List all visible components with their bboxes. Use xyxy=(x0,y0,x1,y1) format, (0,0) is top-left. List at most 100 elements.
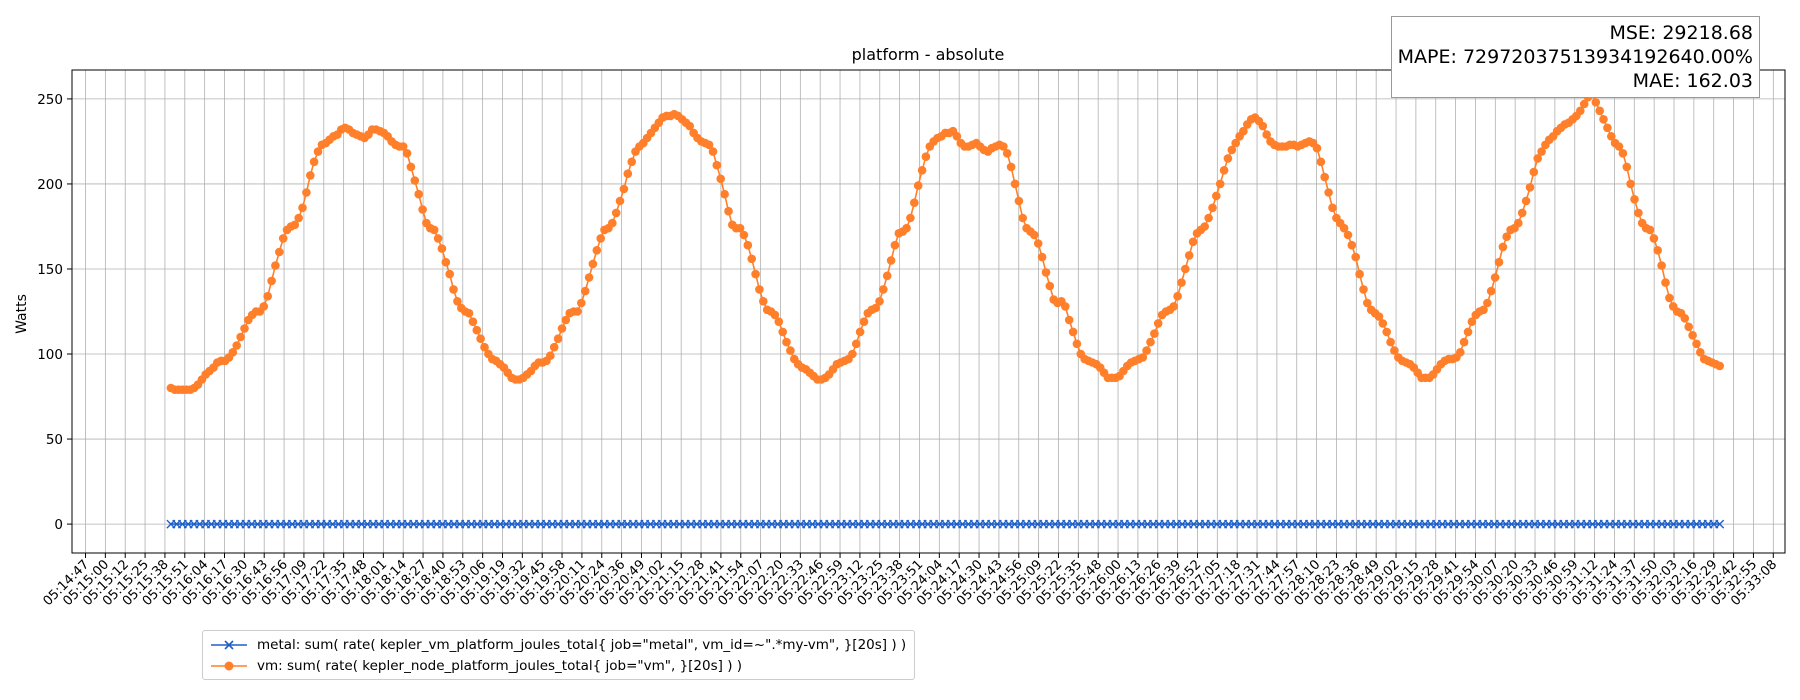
data-point xyxy=(1037,252,1047,262)
mae-text: MAE: 162.03 xyxy=(1632,70,1753,92)
data-point xyxy=(1494,257,1504,267)
data-point xyxy=(1467,317,1477,327)
data-point xyxy=(1215,179,1225,189)
data-point xyxy=(1184,251,1194,260)
data-point xyxy=(1363,298,1372,308)
data-point xyxy=(1045,281,1055,291)
data-point xyxy=(747,254,756,264)
data-point xyxy=(588,259,598,269)
data-point xyxy=(1645,225,1655,235)
data-point xyxy=(306,171,315,180)
data-point xyxy=(1684,322,1693,332)
data-point xyxy=(786,346,795,355)
y-tick-label: 150 xyxy=(37,262,63,278)
data-point xyxy=(1324,188,1333,197)
data-point xyxy=(429,225,439,235)
x-tick-labels: 05:14:4705:15:0005:15:1205:15:2505:15:38… xyxy=(40,553,1780,609)
data-point xyxy=(1486,286,1496,296)
series-layer xyxy=(166,89,1725,529)
data-point xyxy=(1312,143,1322,153)
data-point xyxy=(1068,327,1078,337)
data-point xyxy=(1498,242,1508,252)
axes xyxy=(71,69,1786,554)
plot-frame xyxy=(71,69,1786,554)
data-point xyxy=(549,342,559,352)
data-point xyxy=(1316,157,1326,167)
mape-text: MAPE: 72972037513934192640.00% xyxy=(1397,46,1753,68)
data-point xyxy=(1529,167,1539,177)
data-point xyxy=(871,303,880,313)
data-point xyxy=(464,308,474,318)
data-point xyxy=(743,240,753,250)
data-point xyxy=(1002,149,1012,158)
data-point xyxy=(1692,339,1701,349)
y-axis-label: Watts xyxy=(14,294,30,334)
data-point xyxy=(952,132,962,141)
data-point xyxy=(1463,327,1473,337)
data-point xyxy=(1607,132,1616,141)
legend-swatch-metal xyxy=(211,639,247,650)
data-point xyxy=(1378,319,1388,328)
data-point xyxy=(1231,138,1240,148)
data-point xyxy=(1041,268,1051,277)
series-1 xyxy=(166,89,1724,395)
legend-label-metal: metal: sum( rate( kepler_vm_platform_jou… xyxy=(257,636,907,653)
data-point xyxy=(1715,519,1725,529)
data-point xyxy=(1339,223,1349,233)
data-point xyxy=(240,324,249,333)
data-point xyxy=(1490,273,1500,282)
data-point xyxy=(774,317,784,327)
data-point xyxy=(778,327,787,337)
data-point xyxy=(410,176,420,185)
data-point xyxy=(1649,234,1659,243)
data-point xyxy=(398,142,408,151)
data-point xyxy=(1359,285,1368,294)
data-point xyxy=(1525,183,1535,192)
data-point xyxy=(859,317,869,327)
data-point xyxy=(1390,346,1399,355)
data-point xyxy=(546,351,555,361)
data-point xyxy=(1014,196,1024,206)
data-point xyxy=(433,234,443,243)
data-point xyxy=(1072,339,1082,349)
data-point xyxy=(913,181,923,190)
data-point xyxy=(1657,261,1666,270)
data-point xyxy=(627,157,636,167)
y-tick-labels: 0 50 100 150 200 250 xyxy=(37,92,72,533)
data-point xyxy=(1715,361,1724,371)
data-point xyxy=(755,285,764,294)
data-point xyxy=(720,189,729,199)
data-point xyxy=(1374,312,1384,321)
data-point xyxy=(453,297,462,306)
data-point xyxy=(1595,106,1604,116)
data-point xyxy=(906,213,915,223)
data-point xyxy=(608,218,617,228)
data-point xyxy=(1665,293,1674,303)
series-0 xyxy=(166,519,1725,529)
legend: metal: sum( rate( kepler_vm_platform_jou… xyxy=(202,630,916,680)
data-point xyxy=(406,162,416,172)
data-point xyxy=(418,205,427,214)
data-point xyxy=(1456,348,1465,357)
data-point xyxy=(1258,121,1268,131)
data-point xyxy=(1033,239,1043,248)
data-point xyxy=(1177,278,1186,287)
data-point xyxy=(1386,337,1395,347)
data-point xyxy=(313,147,323,156)
data-point xyxy=(573,307,582,316)
data-point xyxy=(476,334,485,344)
data-point xyxy=(263,291,273,301)
data-point xyxy=(1030,230,1039,240)
data-point xyxy=(611,208,621,218)
data-point xyxy=(228,348,238,357)
data-point xyxy=(1064,315,1074,325)
data-point xyxy=(596,234,605,243)
data-point xyxy=(1355,269,1364,279)
data-point xyxy=(402,149,412,158)
data-point xyxy=(1208,203,1217,213)
y-tick-label: 250 xyxy=(37,92,63,108)
data-point xyxy=(1328,203,1337,213)
data-point xyxy=(553,334,563,344)
data-point xyxy=(910,198,919,207)
